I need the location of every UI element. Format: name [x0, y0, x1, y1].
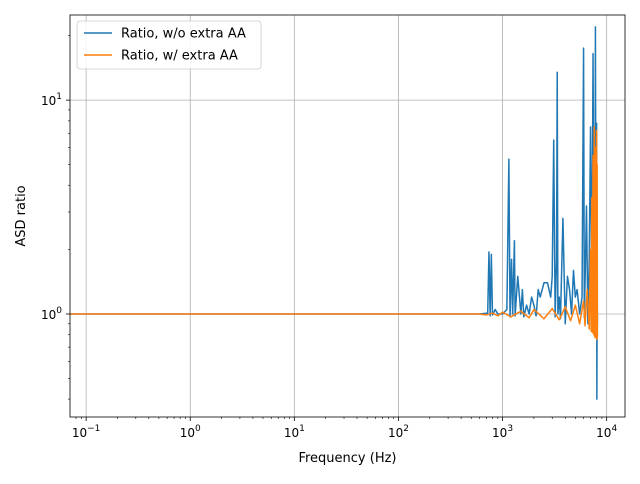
x-tick-label: 101 [284, 424, 305, 440]
series-line-0 [70, 26, 599, 400]
plot-frame [69, 14, 626, 418]
legend: Ratio, w/o extra AA Ratio, w/ extra AA [76, 20, 262, 70]
y-tick-label: 100 [41, 306, 62, 322]
x-tick-label: 103 [492, 424, 513, 440]
legend-box [76, 20, 262, 70]
y-axis-label: ASD ratio [14, 185, 29, 246]
legend-label-1: Ratio, w/ extra AA [121, 49, 238, 64]
legend-label-0: Ratio, w/o extra AA [121, 27, 246, 42]
x-tick-label: 104 [596, 424, 617, 440]
series-line-1 [70, 126, 599, 341]
y-tick-label: 101 [41, 92, 62, 108]
series-layer [70, 26, 599, 400]
x-tick-label: 102 [388, 424, 409, 440]
x-tick-label: 100 [180, 424, 201, 440]
x-axis: 10−1 100 101 102 103 104 [72, 417, 617, 440]
x-axis-label: Frequency (Hz) [298, 451, 396, 466]
y-axis: 100 101 [41, 35, 70, 400]
x-tick-label: 10−1 [72, 424, 101, 440]
